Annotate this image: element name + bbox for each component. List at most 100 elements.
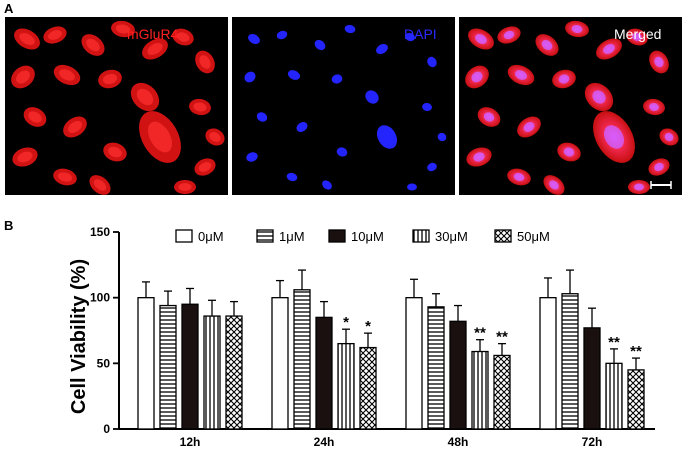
cell-core [115,24,131,34]
merged-nucleus [549,180,559,190]
bar [427,306,445,430]
nucleus [437,132,447,142]
cell-core [57,172,73,182]
cell-core [19,32,35,46]
merged-nucleus [471,71,483,83]
y-tick-label: 150 [90,225,110,239]
bar [539,297,557,430]
merged-nucleus [514,70,528,80]
micrograph-title: DAPI [404,26,437,42]
nucleus-layer [244,24,447,191]
cell-core [136,88,154,106]
cell-core [178,183,192,191]
merged-nucleus [483,112,495,122]
bar [315,316,333,430]
cell-layer [11,20,225,195]
nucleus [276,30,288,40]
merged-nucleus [592,90,606,104]
merged-nucleus [649,102,659,112]
legend-swatch [175,229,193,243]
merged-nucleus [603,43,615,55]
nucleus [331,74,343,84]
bar [271,297,289,430]
merged-nucleus [632,32,642,42]
x-tick-label: 24h [314,435,335,449]
legend-label: 1μM [279,229,305,244]
nucleus [376,125,398,149]
legend-swatch [412,229,430,243]
cell-core [176,32,190,42]
nucleus [365,90,379,104]
scale-bar [650,181,672,189]
bar [203,315,221,430]
bar [449,320,467,430]
bar [293,289,311,430]
bar [159,304,177,430]
cell-core [102,73,118,85]
cell-core [16,70,30,84]
x-tick-label: 48h [448,435,469,449]
bar [583,327,601,430]
merged-nucleus [475,33,487,45]
nucleus [376,43,388,55]
cell-core [209,132,221,142]
bar [225,315,243,430]
merged-nucleus [603,125,625,149]
merged-nucleus [634,183,644,191]
significance-label: ** [474,325,486,342]
nucleus [427,162,437,172]
merged-nucleus [473,152,485,162]
nucleus [322,180,332,190]
bar [627,369,645,430]
merged-nucleus [513,172,525,182]
micrograph-merged: Merged [459,17,682,195]
cell-core [59,69,75,81]
cell-core [198,162,212,172]
y-tick-label: 50 [97,356,111,370]
legend-label: 50μM [517,229,550,244]
nucleus [244,71,256,83]
panel-a-label: A [4,1,14,16]
merged-nucleus [654,56,664,68]
bar [359,346,377,430]
merged-nucleus [503,30,515,40]
nucleus [422,102,432,112]
nucleus [405,32,415,42]
cell-core [193,102,207,112]
nucleus [336,147,348,157]
nucleus [246,152,258,162]
y-axis-label: Cell Viability (%) [68,259,90,414]
micrograph-title: Merged [614,26,662,42]
cell-core [199,55,211,69]
y-tick-label: 100 [90,291,110,305]
merged-nucleus [664,132,674,142]
micrograph-mglur4: mGluR4 [5,17,228,195]
cell-core [147,42,163,56]
nucleus [248,33,260,45]
nucleus [344,24,356,34]
panel-b-label: B [4,218,14,233]
legend-label: 30μM [435,229,468,244]
merged-nucleus [541,39,553,51]
bar [337,342,355,430]
bar [605,362,623,430]
nucleus [296,122,308,132]
bar [405,297,423,430]
x-tick-label: 72h [582,435,603,449]
merged-nucleus [654,162,664,172]
legend-label: 0μM [198,229,224,244]
cell-core [93,179,107,191]
significance-label: ** [608,334,620,351]
legend-swatch [328,229,346,243]
significance-label: ** [630,343,642,360]
merged-nucleus [571,24,583,34]
significance-label: * [365,318,371,335]
nucleus [286,172,298,182]
bar [561,293,579,430]
significance-label: ** [496,329,508,346]
merged-nucleus [563,147,575,157]
micrograph-dapi: DAPI [232,17,455,195]
nucleus [407,183,417,191]
bar [493,354,511,430]
